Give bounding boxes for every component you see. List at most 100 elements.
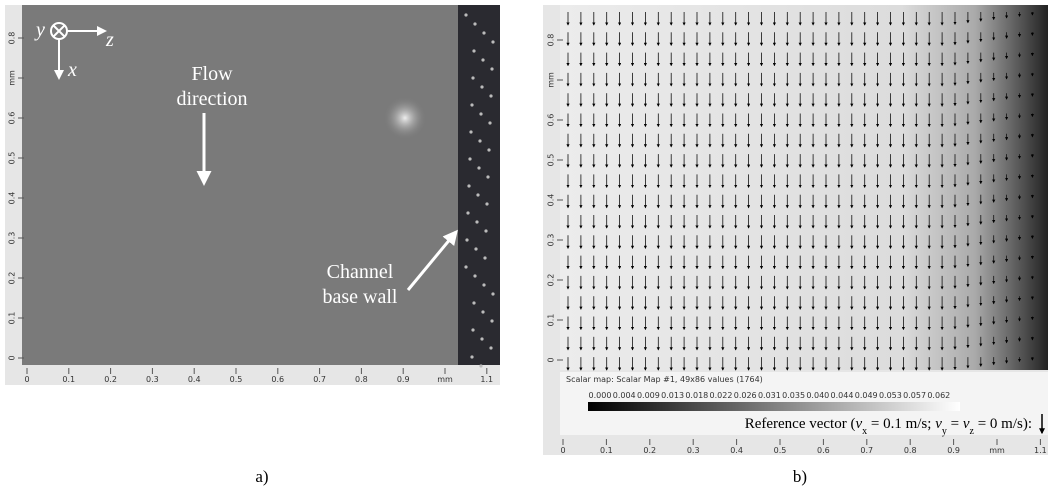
speckle	[477, 166, 481, 170]
speckle	[466, 211, 470, 215]
x-tick-label: 0.6	[271, 375, 284, 384]
y-tick-label: 0.6	[8, 112, 17, 125]
x-tick-label: 0.4	[730, 446, 743, 455]
y-tick-label: 0.2	[547, 274, 556, 287]
colorbar-tick-label: 0.040	[806, 391, 829, 400]
y-tick-label: 0.8	[8, 32, 17, 45]
axis-into-symbol	[52, 24, 66, 38]
speckle	[489, 94, 493, 98]
x-tick-label: 0.4	[188, 375, 201, 384]
speckle	[486, 175, 490, 179]
speckle	[485, 202, 489, 206]
y-tick-label: 0.3	[8, 232, 17, 245]
y-tick-label: 0.8	[547, 34, 556, 47]
speckle	[479, 364, 483, 368]
colorbar-tick-label: 0.057	[903, 391, 926, 400]
speckle	[483, 256, 487, 260]
speckle	[482, 283, 486, 287]
y-tick-label: 0.1	[547, 314, 556, 327]
speckle	[480, 85, 484, 89]
speckle	[473, 274, 477, 278]
colorbar-tick-label: 0.044	[831, 391, 854, 400]
colorbar-tick-label: 0.049	[855, 391, 878, 400]
x-tick-label: mm	[989, 446, 1005, 455]
speckle	[470, 103, 474, 107]
reference-part: Reference vector (	[745, 416, 856, 432]
speckle	[491, 40, 495, 44]
colorbar-tick-label: 0.062	[927, 391, 950, 400]
x-tick-label: 0.7	[313, 375, 326, 384]
speckle	[472, 49, 476, 53]
speckle	[481, 310, 485, 314]
x-tick-label: 0.5	[230, 375, 243, 384]
colorbar-tick-label: 0.035	[782, 391, 805, 400]
speckle	[465, 238, 469, 242]
y-tick-label: 0.3	[547, 234, 556, 247]
reference-text: Reference vector (vx = 0.1 m/s; vy = vz …	[745, 416, 1032, 437]
x-tick-label: 0.1	[600, 446, 613, 455]
colorbar-tick-label: 0.026	[734, 391, 757, 400]
annotation: direction	[176, 88, 247, 110]
channel-wall	[458, 5, 500, 365]
colorbar-tick-label: 0.031	[758, 391, 781, 400]
speckle	[464, 265, 468, 269]
x-tick-label: 0	[560, 446, 565, 455]
reference-part: v	[935, 416, 942, 432]
x-tick-label: 0.2	[643, 446, 656, 455]
speckle	[471, 328, 475, 332]
panel-label: a)	[255, 467, 268, 486]
x-tick-label: 0.2	[104, 375, 117, 384]
reference-part: y	[942, 426, 947, 437]
speckle	[473, 22, 477, 26]
x-tick-label: 0.5	[774, 446, 787, 455]
x-tick-label: 0.3	[687, 446, 700, 455]
y-tick-label: 0.6	[547, 114, 556, 127]
axis-z-label: z	[105, 29, 114, 51]
micrograph	[22, 5, 460, 365]
y-tick-label: 0.5	[547, 154, 556, 167]
annotation: base wall	[323, 286, 398, 308]
wall-arrow	[406, 229, 458, 291]
x-tick-label: 0.6	[817, 446, 830, 455]
speckle	[472, 301, 476, 305]
colorbar-tick-label: 0.022	[710, 391, 733, 400]
axis-x-label: x	[67, 59, 77, 81]
speckle	[470, 355, 474, 359]
scalar-caption: Scalar map: Scalar Map #1, 49x86 values …	[566, 375, 763, 384]
speckle	[478, 139, 482, 143]
speckle	[481, 58, 485, 62]
y-tick-label: 0	[8, 355, 17, 360]
reference-part: v	[855, 416, 862, 432]
x-tick-label: 0.3	[146, 375, 159, 384]
speckle	[487, 148, 491, 152]
y-tick-label: 0.2	[8, 272, 17, 285]
y-tick-label: mm	[8, 70, 17, 86]
x-tick-label: 0.7	[860, 446, 873, 455]
reference-part: z	[970, 426, 975, 437]
reference-part: x	[862, 426, 867, 437]
speckle	[474, 247, 478, 251]
x-tick-label: 0.8	[355, 375, 368, 384]
y-tick-label: 0.5	[8, 152, 17, 165]
x-tick-label: 1.1	[1034, 446, 1047, 455]
glare	[383, 96, 427, 140]
speckle	[479, 112, 483, 116]
speckle	[467, 184, 471, 188]
reference-part: = 0 m/s):	[974, 416, 1032, 432]
speckle	[491, 292, 495, 296]
speckle	[476, 193, 480, 197]
colorbar	[588, 402, 960, 411]
speckle	[489, 346, 493, 350]
y-tick-label: 0.4	[8, 192, 17, 205]
reference-part: v	[963, 416, 970, 432]
speckle	[468, 157, 472, 161]
speckle	[475, 220, 479, 224]
colorbar-tick-label: 0.004	[613, 391, 636, 400]
x-tick-label: 0.9	[947, 446, 960, 455]
axis-y-label: y	[34, 19, 45, 41]
x-tick-label: 0	[24, 375, 29, 384]
annotation: Channel	[327, 261, 394, 283]
speckle	[464, 13, 468, 17]
colorbar-tick-label: 0.000	[589, 391, 612, 400]
